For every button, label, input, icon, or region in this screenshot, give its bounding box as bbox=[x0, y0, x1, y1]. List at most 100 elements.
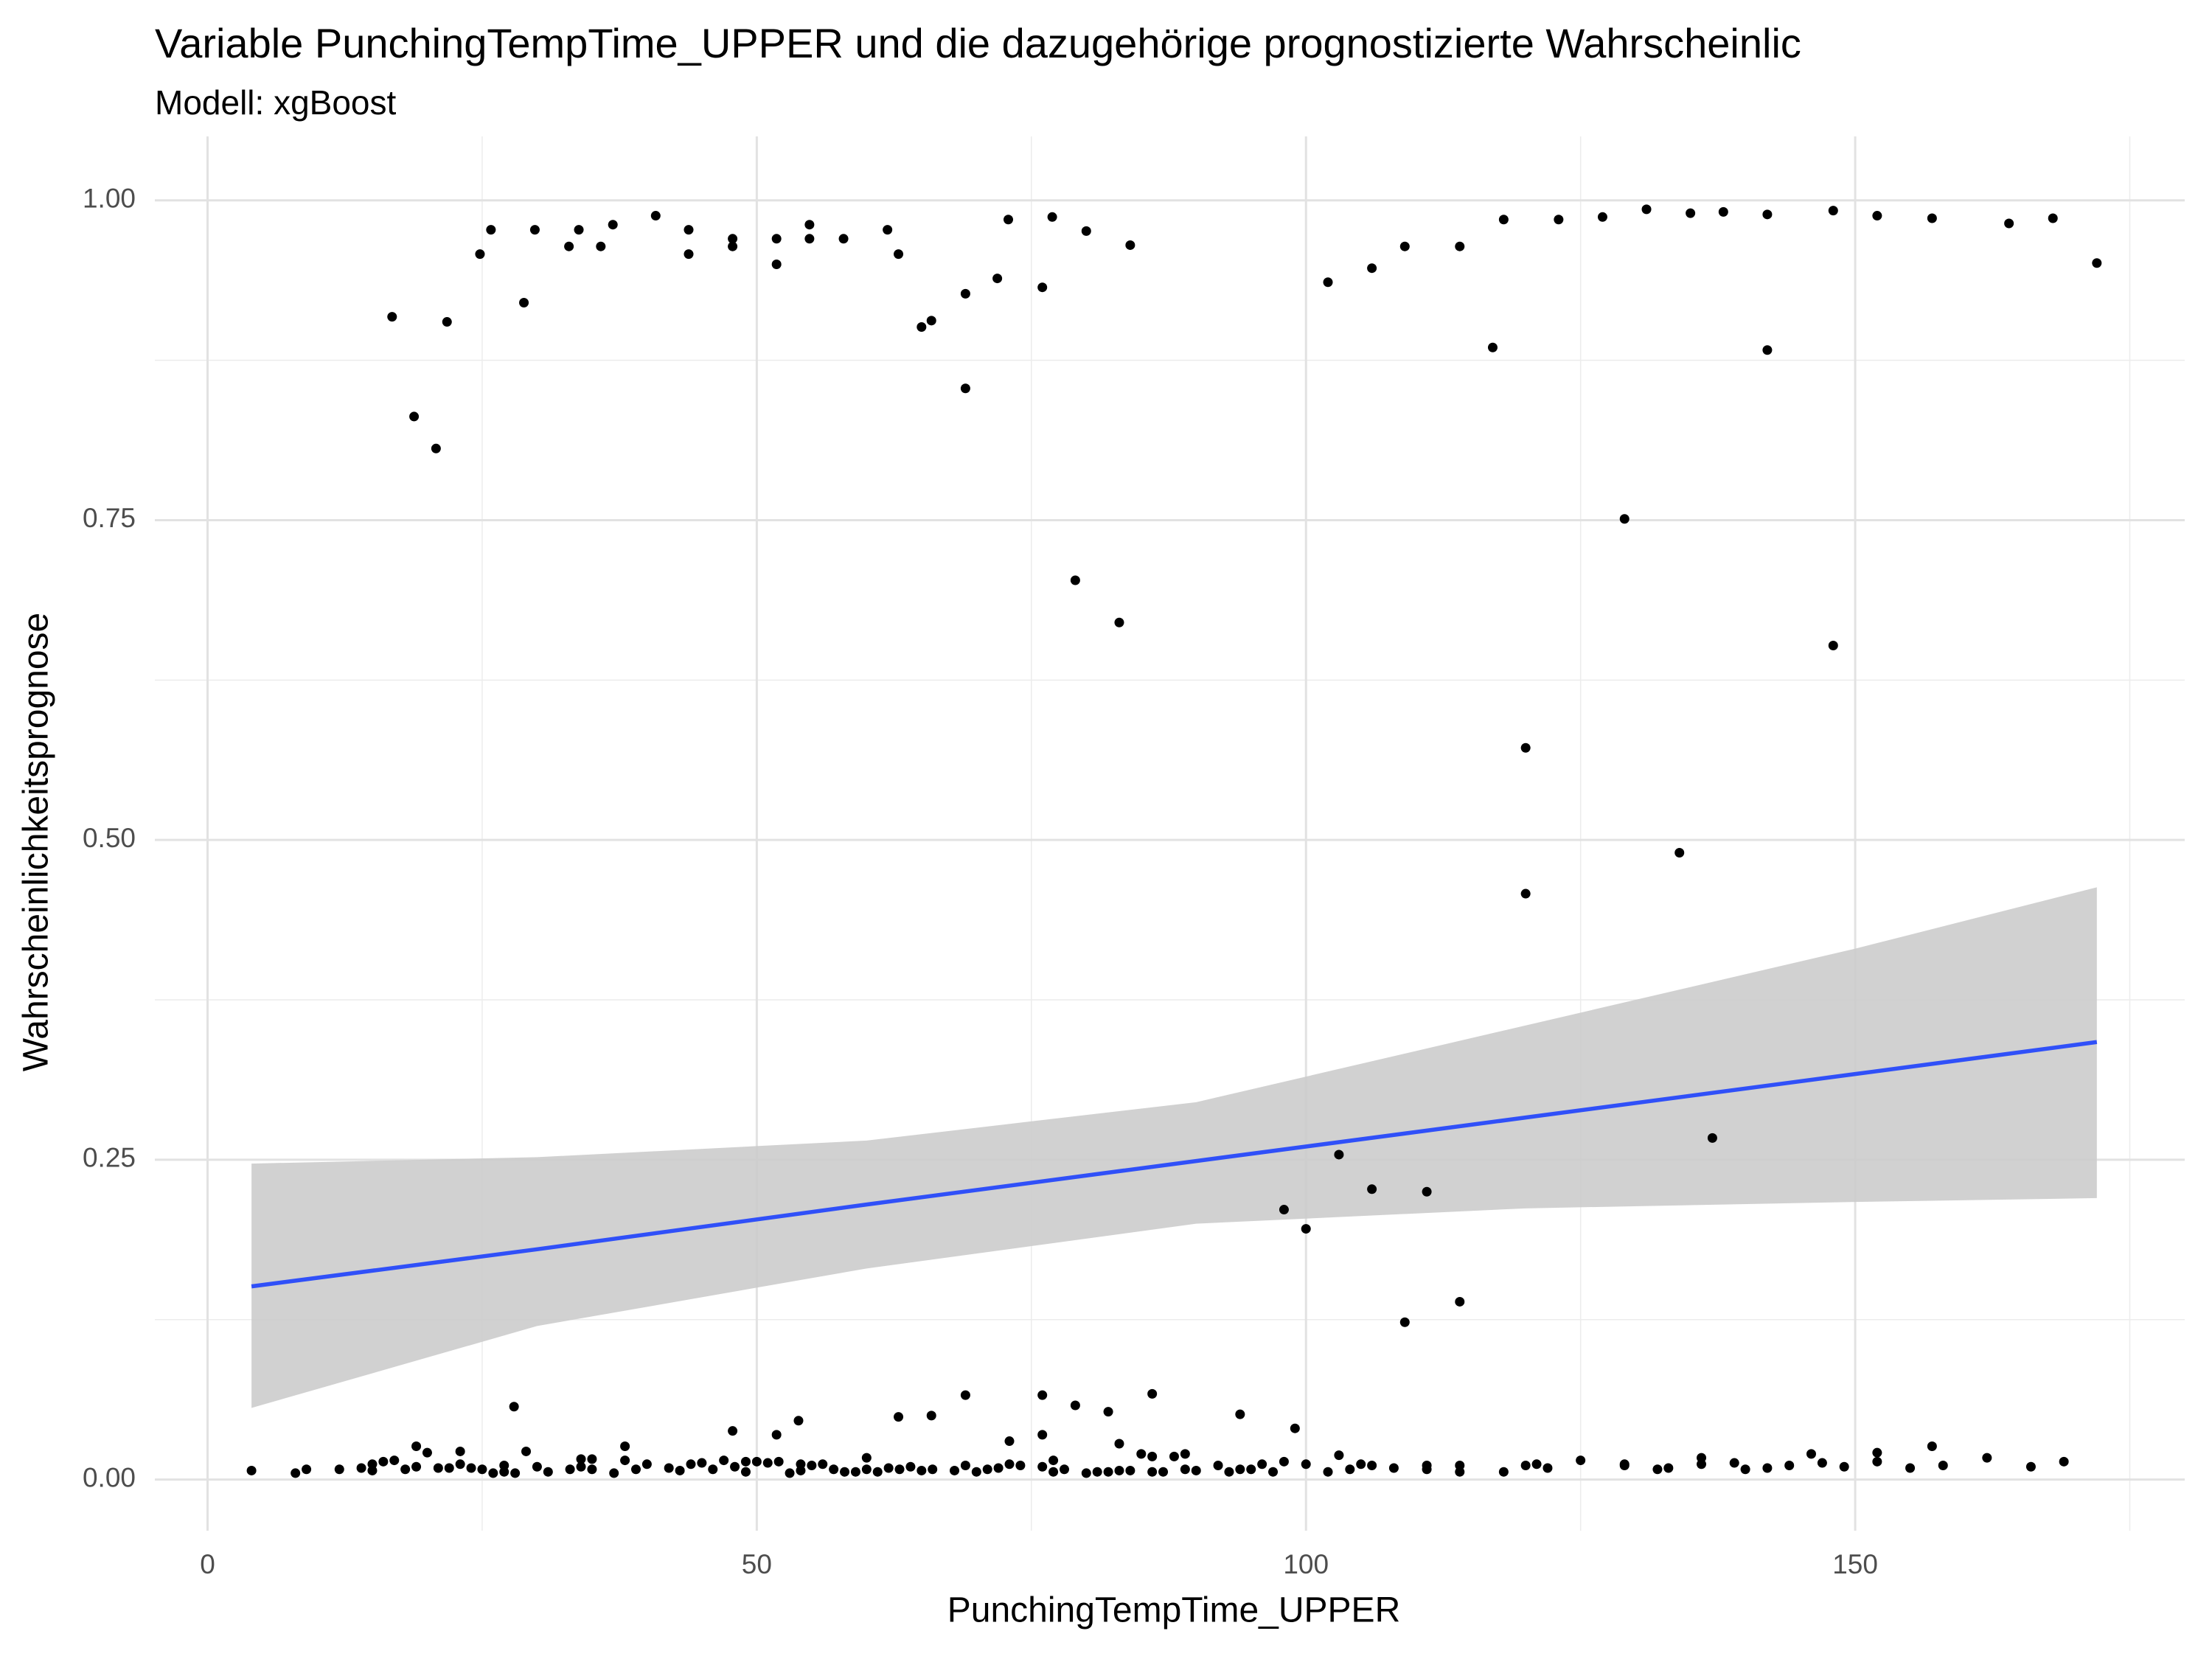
point bbox=[409, 411, 420, 422]
point bbox=[565, 1464, 575, 1475]
point bbox=[883, 225, 893, 235]
point bbox=[630, 1464, 641, 1475]
point bbox=[728, 241, 738, 251]
point bbox=[1125, 1465, 1135, 1475]
point bbox=[1762, 209, 1773, 220]
point bbox=[1399, 241, 1410, 251]
point bbox=[1872, 211, 1882, 221]
point bbox=[684, 249, 694, 260]
point bbox=[1268, 1467, 1279, 1477]
point bbox=[1520, 888, 1531, 899]
point bbox=[1191, 1465, 1201, 1475]
point bbox=[499, 1467, 509, 1477]
point bbox=[1399, 1317, 1410, 1327]
point bbox=[1674, 848, 1685, 858]
point bbox=[2004, 218, 2014, 229]
point bbox=[1103, 1407, 1113, 1417]
point bbox=[1235, 1409, 1245, 1419]
point bbox=[543, 1467, 553, 1477]
point bbox=[992, 274, 1003, 284]
point bbox=[1114, 617, 1124, 627]
point bbox=[1367, 1184, 1377, 1194]
point bbox=[608, 220, 618, 230]
point bbox=[466, 1463, 476, 1473]
point bbox=[1740, 1464, 1750, 1475]
point bbox=[664, 1463, 674, 1473]
point bbox=[529, 225, 540, 235]
point bbox=[509, 1402, 519, 1412]
point bbox=[1004, 1436, 1015, 1447]
point bbox=[719, 1455, 729, 1466]
point bbox=[796, 1465, 806, 1475]
point bbox=[993, 1463, 1004, 1473]
point bbox=[1114, 1465, 1124, 1475]
point bbox=[1597, 212, 1607, 222]
x-tick-label: 100 bbox=[1283, 1549, 1329, 1579]
point bbox=[1356, 1459, 1366, 1470]
point bbox=[684, 225, 694, 235]
point bbox=[475, 249, 485, 260]
point bbox=[1828, 640, 1838, 650]
point bbox=[488, 1468, 498, 1478]
point bbox=[411, 1441, 422, 1451]
point bbox=[1784, 1461, 1795, 1471]
point bbox=[1817, 1458, 1827, 1468]
point bbox=[1520, 742, 1531, 753]
point bbox=[1718, 206, 1728, 217]
point bbox=[894, 1464, 905, 1475]
point bbox=[1422, 1461, 1432, 1471]
point bbox=[1279, 1456, 1289, 1467]
point bbox=[1367, 1461, 1377, 1471]
point bbox=[455, 1446, 465, 1456]
point bbox=[596, 241, 606, 251]
point bbox=[1004, 215, 1014, 225]
point bbox=[1147, 1388, 1158, 1399]
point bbox=[917, 1465, 927, 1475]
point bbox=[1455, 1296, 1465, 1307]
point bbox=[1872, 1447, 1882, 1458]
point bbox=[1927, 213, 1937, 223]
point bbox=[1158, 1467, 1169, 1477]
point bbox=[1367, 263, 1377, 274]
point bbox=[620, 1455, 630, 1466]
point bbox=[378, 1456, 389, 1467]
point bbox=[960, 383, 970, 394]
point bbox=[751, 1456, 762, 1467]
point bbox=[576, 1454, 586, 1464]
point bbox=[960, 1390, 970, 1400]
point bbox=[1114, 1439, 1124, 1449]
point bbox=[804, 234, 815, 244]
point bbox=[1290, 1423, 1300, 1433]
point bbox=[971, 1467, 981, 1477]
y-tick-label: 0.25 bbox=[83, 1143, 136, 1173]
point bbox=[982, 1464, 992, 1475]
point bbox=[431, 443, 441, 453]
point bbox=[1543, 1463, 1553, 1473]
point bbox=[1982, 1453, 1992, 1463]
point bbox=[574, 225, 584, 235]
point bbox=[587, 1454, 597, 1464]
point bbox=[521, 1446, 532, 1456]
point bbox=[400, 1464, 411, 1475]
point bbox=[872, 1467, 883, 1477]
point bbox=[960, 1461, 970, 1471]
point bbox=[762, 1458, 773, 1468]
point bbox=[1048, 1455, 1059, 1466]
y-tick-label: 0.75 bbox=[83, 503, 136, 533]
point bbox=[730, 1461, 740, 1472]
y-axis-title: Wahrscheinlichkeitsprognose bbox=[17, 613, 56, 1072]
x-axis-title: PunchingTempTime_UPPER bbox=[947, 1591, 1400, 1630]
point bbox=[1103, 1467, 1113, 1477]
point bbox=[389, 1455, 400, 1466]
point bbox=[1323, 1467, 1333, 1477]
point bbox=[1697, 1453, 1707, 1463]
point bbox=[771, 259, 782, 269]
point bbox=[785, 1468, 795, 1478]
point bbox=[1641, 204, 1652, 215]
point bbox=[1663, 1463, 1674, 1473]
point bbox=[1224, 1467, 1234, 1477]
chart-title: Variable PunchingTempTime_UPPER und die … bbox=[155, 20, 1801, 66]
point bbox=[442, 317, 452, 327]
point bbox=[1828, 206, 1838, 216]
point bbox=[1147, 1451, 1158, 1461]
